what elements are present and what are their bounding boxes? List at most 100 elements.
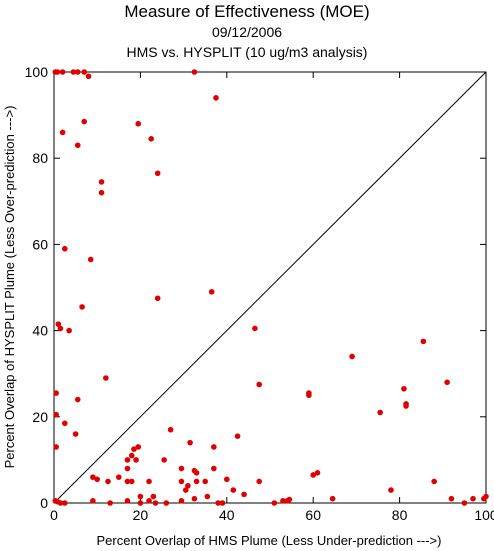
data-point bbox=[230, 487, 237, 493]
data-point bbox=[470, 495, 476, 502]
data-point bbox=[234, 433, 241, 439]
data-point bbox=[483, 493, 489, 500]
data-point bbox=[461, 500, 468, 506]
data-point bbox=[74, 396, 81, 403]
data-point bbox=[431, 478, 437, 485]
data-point bbox=[124, 465, 131, 472]
data-point bbox=[286, 496, 293, 503]
x-tick-label: 0 bbox=[50, 507, 58, 523]
y-axis-ticks: 0 20 40 60 80 100 bbox=[25, 64, 486, 511]
y-tick-label: 20 bbox=[32, 409, 48, 425]
data-point bbox=[208, 289, 215, 295]
data-point bbox=[310, 472, 317, 478]
data-point bbox=[124, 457, 131, 463]
data-point bbox=[448, 495, 455, 502]
data-point bbox=[107, 500, 113, 506]
x-tick-label: 80 bbox=[392, 507, 408, 523]
data-point bbox=[116, 474, 122, 480]
x-axis-ticks: 0 20 40 60 80 100 bbox=[50, 72, 494, 523]
data-point bbox=[53, 444, 59, 450]
data-point bbox=[241, 491, 247, 498]
y-tick-label: 100 bbox=[25, 64, 49, 80]
data-points bbox=[52, 69, 489, 506]
data-point bbox=[85, 73, 92, 80]
data-point bbox=[213, 95, 219, 101]
y-tick-label: 40 bbox=[32, 323, 48, 339]
data-point bbox=[98, 189, 105, 196]
data-point bbox=[401, 385, 407, 392]
data-point bbox=[87, 256, 94, 263]
data-point bbox=[128, 478, 135, 485]
data-point bbox=[211, 444, 217, 450]
data-point bbox=[420, 338, 427, 345]
y-tick-label: 80 bbox=[32, 150, 48, 166]
data-point bbox=[62, 245, 68, 252]
data-point bbox=[54, 69, 61, 75]
y-tick-label: 0 bbox=[40, 495, 48, 511]
chart-subtitle-comparison: HMS vs. HYSPLIT (10 ug/m3 analysis) bbox=[127, 44, 368, 60]
plot-area: 0 20 40 60 80 100 0 20 40 60 80 100 bbox=[25, 64, 494, 523]
data-point bbox=[271, 500, 278, 506]
data-point bbox=[187, 439, 193, 446]
data-point bbox=[137, 493, 144, 500]
data-point bbox=[388, 487, 394, 493]
data-point bbox=[90, 498, 96, 504]
data-point bbox=[62, 420, 68, 427]
data-point bbox=[79, 304, 85, 310]
data-point bbox=[193, 470, 200, 476]
data-point bbox=[72, 431, 79, 437]
data-point bbox=[204, 493, 211, 500]
data-point bbox=[124, 478, 131, 485]
x-tick-label: 60 bbox=[305, 507, 321, 523]
data-point bbox=[193, 478, 200, 485]
data-point bbox=[81, 118, 88, 125]
data-point bbox=[152, 500, 159, 506]
data-point bbox=[59, 69, 66, 75]
plot-frame bbox=[53, 71, 487, 504]
y-tick-label: 60 bbox=[32, 236, 48, 252]
chart-subtitle-date: 09/12/2006 bbox=[212, 24, 282, 40]
data-point bbox=[161, 457, 167, 463]
data-point bbox=[185, 482, 191, 489]
x-tick-label: 100 bbox=[474, 507, 494, 523]
data-point bbox=[377, 409, 383, 416]
data-point bbox=[137, 500, 144, 506]
data-point bbox=[146, 498, 152, 504]
data-point bbox=[167, 426, 174, 433]
data-point bbox=[135, 444, 142, 450]
x-tick-label: 20 bbox=[133, 507, 149, 523]
data-point bbox=[74, 69, 81, 75]
data-point bbox=[146, 478, 152, 485]
data-point bbox=[98, 179, 105, 185]
data-point bbox=[191, 495, 198, 502]
data-point bbox=[224, 476, 230, 483]
data-point bbox=[148, 136, 154, 142]
data-point bbox=[53, 411, 59, 418]
x-axis-label: Percent Overlap of HMS Plume (Less Under… bbox=[97, 533, 442, 548]
x-tick-label: 40 bbox=[219, 507, 235, 523]
data-point bbox=[105, 478, 111, 485]
data-point bbox=[256, 478, 263, 485]
data-point bbox=[94, 476, 100, 483]
data-point bbox=[133, 457, 139, 463]
data-point bbox=[403, 401, 409, 407]
data-point bbox=[74, 142, 81, 149]
data-point bbox=[252, 325, 258, 332]
data-point bbox=[90, 474, 96, 480]
one-to-one-reference-line bbox=[53, 71, 487, 504]
data-point bbox=[124, 498, 131, 504]
data-point bbox=[62, 500, 68, 506]
data-point bbox=[131, 446, 137, 452]
data-point bbox=[55, 321, 62, 327]
data-point bbox=[178, 498, 185, 504]
data-point bbox=[280, 498, 286, 504]
data-point bbox=[135, 120, 142, 127]
data-point bbox=[70, 69, 77, 75]
data-point bbox=[444, 379, 450, 386]
data-point bbox=[57, 500, 64, 506]
data-point bbox=[53, 390, 59, 396]
data-point bbox=[182, 487, 189, 493]
y-axis-label: Percent Overlap of HYSPLIT Plume (Less O… bbox=[2, 106, 17, 469]
data-point bbox=[215, 500, 221, 506]
